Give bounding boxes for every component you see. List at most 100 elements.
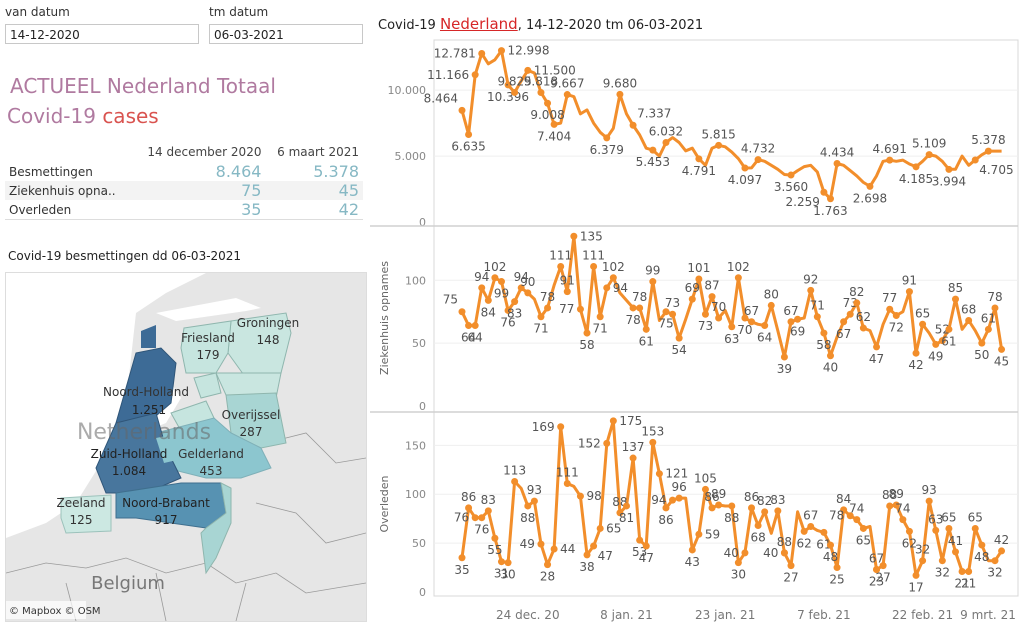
data-point[interactable] bbox=[616, 90, 624, 98]
data-point[interactable] bbox=[728, 502, 736, 510]
data-point[interactable] bbox=[649, 438, 657, 446]
data-point[interactable] bbox=[899, 516, 907, 524]
data-point[interactable] bbox=[603, 439, 611, 447]
data-point[interactable] bbox=[840, 318, 848, 326]
data-point[interactable] bbox=[629, 304, 637, 312]
province-limburg[interactable] bbox=[200, 482, 232, 575]
province-texel[interactable] bbox=[141, 325, 156, 348]
data-point[interactable] bbox=[978, 339, 986, 347]
data-point[interactable] bbox=[892, 311, 900, 319]
data-point[interactable] bbox=[952, 548, 959, 556]
data-point[interactable] bbox=[688, 295, 696, 303]
data-point[interactable] bbox=[925, 497, 933, 505]
data-point[interactable] bbox=[853, 516, 861, 524]
data-point[interactable] bbox=[636, 304, 644, 312]
data-point[interactable] bbox=[905, 288, 913, 296]
data-point[interactable] bbox=[511, 298, 519, 306]
data-point[interactable] bbox=[748, 504, 756, 512]
data-point[interactable] bbox=[958, 567, 966, 575]
data-point[interactable] bbox=[905, 527, 913, 535]
data-point[interactable] bbox=[616, 509, 624, 517]
data-point[interactable] bbox=[826, 195, 834, 203]
data-point[interactable] bbox=[517, 284, 525, 292]
data-point[interactable] bbox=[596, 524, 604, 532]
data-point[interactable] bbox=[708, 293, 716, 301]
data-point[interactable] bbox=[570, 232, 578, 240]
data-point[interactable] bbox=[820, 329, 828, 337]
data-point[interactable] bbox=[511, 478, 519, 486]
data-point[interactable] bbox=[576, 492, 584, 500]
data-point[interactable] bbox=[780, 549, 788, 557]
data-point[interactable] bbox=[695, 530, 703, 538]
data-point[interactable] bbox=[649, 146, 657, 154]
data-point[interactable] bbox=[649, 278, 657, 286]
data-point[interactable] bbox=[886, 156, 894, 164]
data-point[interactable] bbox=[971, 524, 979, 532]
data-point[interactable] bbox=[938, 557, 946, 565]
data-point[interactable] bbox=[794, 315, 802, 323]
to-date-input[interactable]: 06-03-2021 bbox=[209, 24, 363, 44]
data-point[interactable] bbox=[484, 507, 492, 515]
data-point[interactable] bbox=[491, 274, 499, 282]
data-point[interactable] bbox=[471, 514, 479, 522]
data-point[interactable] bbox=[669, 496, 677, 504]
data-point[interactable] bbox=[524, 66, 532, 74]
data-point[interactable] bbox=[984, 147, 992, 155]
data-point[interactable] bbox=[623, 502, 630, 510]
data-point[interactable] bbox=[662, 504, 670, 512]
data-point[interactable] bbox=[971, 156, 979, 164]
data-point[interactable] bbox=[675, 494, 683, 502]
data-point[interactable] bbox=[774, 507, 782, 515]
data-point[interactable] bbox=[754, 522, 762, 530]
data-point[interactable] bbox=[998, 345, 1006, 353]
data-point[interactable] bbox=[715, 501, 723, 509]
data-point[interactable] bbox=[583, 329, 591, 337]
province-zeeland[interactable] bbox=[60, 494, 112, 534]
data-point[interactable] bbox=[984, 325, 992, 333]
data-point[interactable] bbox=[741, 549, 749, 557]
data-point[interactable] bbox=[912, 163, 920, 171]
data-point[interactable] bbox=[550, 120, 558, 128]
data-point[interactable] bbox=[991, 557, 999, 565]
data-point[interactable] bbox=[965, 317, 973, 325]
data-point[interactable] bbox=[465, 131, 473, 139]
data-point[interactable] bbox=[662, 138, 670, 146]
data-point[interactable] bbox=[609, 417, 617, 425]
data-point[interactable] bbox=[912, 571, 920, 579]
data-point[interactable] bbox=[965, 567, 973, 575]
data-point[interactable] bbox=[715, 141, 723, 149]
data-point[interactable] bbox=[932, 526, 940, 534]
data-point[interactable] bbox=[846, 310, 854, 318]
data-point[interactable] bbox=[787, 562, 795, 570]
data-point[interactable] bbox=[629, 454, 637, 462]
data-point[interactable] bbox=[952, 295, 959, 303]
data-point[interactable] bbox=[807, 286, 815, 294]
data-point[interactable] bbox=[603, 134, 611, 142]
data-point[interactable] bbox=[708, 504, 716, 512]
data-point[interactable] bbox=[695, 155, 703, 163]
data-point[interactable] bbox=[537, 540, 545, 548]
chart-title-country[interactable]: Nederland bbox=[439, 15, 518, 33]
data-point[interactable] bbox=[537, 89, 545, 97]
data-point[interactable] bbox=[741, 164, 749, 172]
data-point[interactable] bbox=[945, 524, 953, 532]
data-point[interactable] bbox=[655, 470, 663, 478]
data-point[interactable] bbox=[859, 524, 867, 532]
data-point[interactable] bbox=[886, 502, 894, 510]
data-point[interactable] bbox=[669, 310, 677, 318]
data-point[interactable] bbox=[497, 558, 505, 566]
data-point[interactable] bbox=[728, 323, 736, 331]
data-point[interactable] bbox=[813, 313, 821, 321]
data-point[interactable] bbox=[458, 106, 466, 114]
data-point[interactable] bbox=[715, 314, 723, 322]
data-point[interactable] bbox=[787, 171, 795, 179]
data-point[interactable] bbox=[873, 343, 881, 351]
data-point[interactable] bbox=[820, 188, 828, 196]
data-point[interactable] bbox=[675, 334, 683, 342]
data-point[interactable] bbox=[484, 296, 492, 304]
data-point[interactable] bbox=[919, 557, 927, 565]
data-point[interactable] bbox=[557, 423, 565, 431]
data-point[interactable] bbox=[504, 559, 512, 567]
data-point[interactable] bbox=[511, 88, 519, 96]
data-point[interactable] bbox=[642, 325, 650, 333]
